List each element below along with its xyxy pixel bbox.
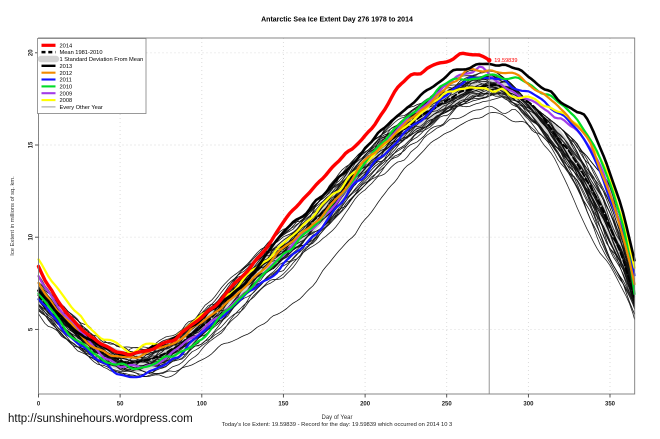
- svg-text:300: 300: [523, 402, 534, 408]
- svg-text:Ice Extent in millions of sq.: Ice Extent in millions of sq. km.: [10, 176, 16, 256]
- svg-text:100: 100: [197, 402, 208, 408]
- svg-text:2013: 2013: [60, 64, 73, 70]
- svg-text:http://sunshinehours.wordpress: http://sunshinehours.wordpress.com: [8, 413, 193, 425]
- svg-text:2011: 2011: [60, 78, 72, 84]
- svg-text:Every Other Year: Every Other Year: [60, 105, 103, 111]
- svg-text:250: 250: [442, 402, 453, 408]
- svg-text:20: 20: [29, 49, 35, 56]
- svg-text:19.59839: 19.59839: [494, 58, 517, 64]
- svg-text:2010: 2010: [60, 85, 73, 91]
- svg-text:Mean 1981-2010: Mean 1981-2010: [60, 50, 103, 56]
- svg-text:50: 50: [117, 402, 124, 408]
- svg-text:2008: 2008: [60, 98, 73, 104]
- svg-text:1 Standard Deviation From Mean: 1 Standard Deviation From Mean: [60, 57, 144, 63]
- svg-text:5: 5: [29, 327, 35, 331]
- svg-text:10: 10: [29, 233, 35, 240]
- svg-text:Day of Year: Day of Year: [321, 415, 352, 421]
- svg-text:150: 150: [278, 402, 289, 408]
- svg-text:2014: 2014: [60, 43, 73, 49]
- svg-text:200: 200: [360, 402, 371, 408]
- svg-text:0: 0: [37, 402, 41, 408]
- svg-text:2012: 2012: [60, 71, 73, 77]
- svg-text:15: 15: [29, 141, 35, 148]
- svg-text:350: 350: [605, 402, 616, 408]
- svg-text:2009: 2009: [60, 91, 73, 97]
- svg-text:Antarctic Sea Ice Extent Day 2: Antarctic Sea Ice Extent Day 276 1978 to…: [261, 17, 413, 24]
- svg-text:Today's Ice Extent: 19.59839: Today's Ice Extent: 19.59839 - Record fo…: [222, 422, 453, 428]
